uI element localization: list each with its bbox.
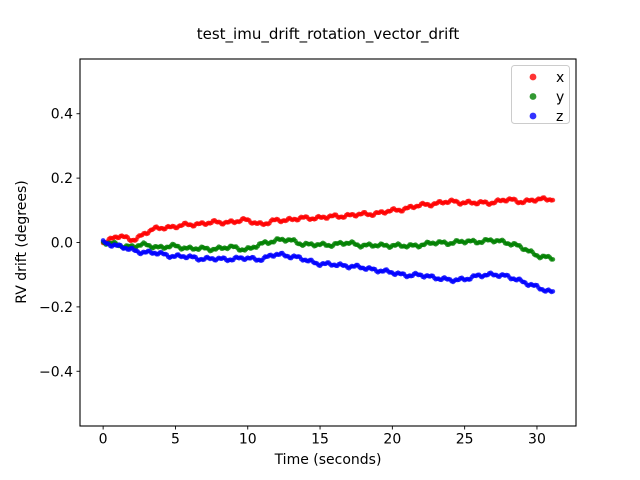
legend-label-x: x [556,70,564,86]
x-tick-label: 0 [99,432,108,448]
x-tick-label: 30 [528,432,546,448]
chart-title: test_imu_drift_rotation_vector_drift [196,25,460,43]
series-x [100,195,556,246]
x-tick-label: 5 [171,432,180,448]
x-tick-label: 15 [311,432,329,448]
y-tick-label: 0.2 [51,171,73,187]
y-tick-label: −0.4 [39,364,73,380]
legend-label-y: y [556,90,564,106]
x-tick-label: 10 [239,432,257,448]
series-y [100,236,556,262]
legend-box [511,65,570,124]
legend-marker-z [529,112,537,120]
legend-marker-x [529,73,537,81]
x-tick-label: 20 [383,432,401,448]
axes-frame [79,58,577,427]
x-axis-label: Time (seconds) [274,452,382,468]
legend-marker-y [529,93,537,100]
series-z [100,238,556,295]
x-tick-label: 25 [456,432,474,448]
y-tick-label: 0.4 [51,107,73,123]
y-tick-label: 0.0 [51,236,73,252]
y-tick-label: −0.2 [39,300,73,316]
legend-label-z: z [556,109,563,125]
